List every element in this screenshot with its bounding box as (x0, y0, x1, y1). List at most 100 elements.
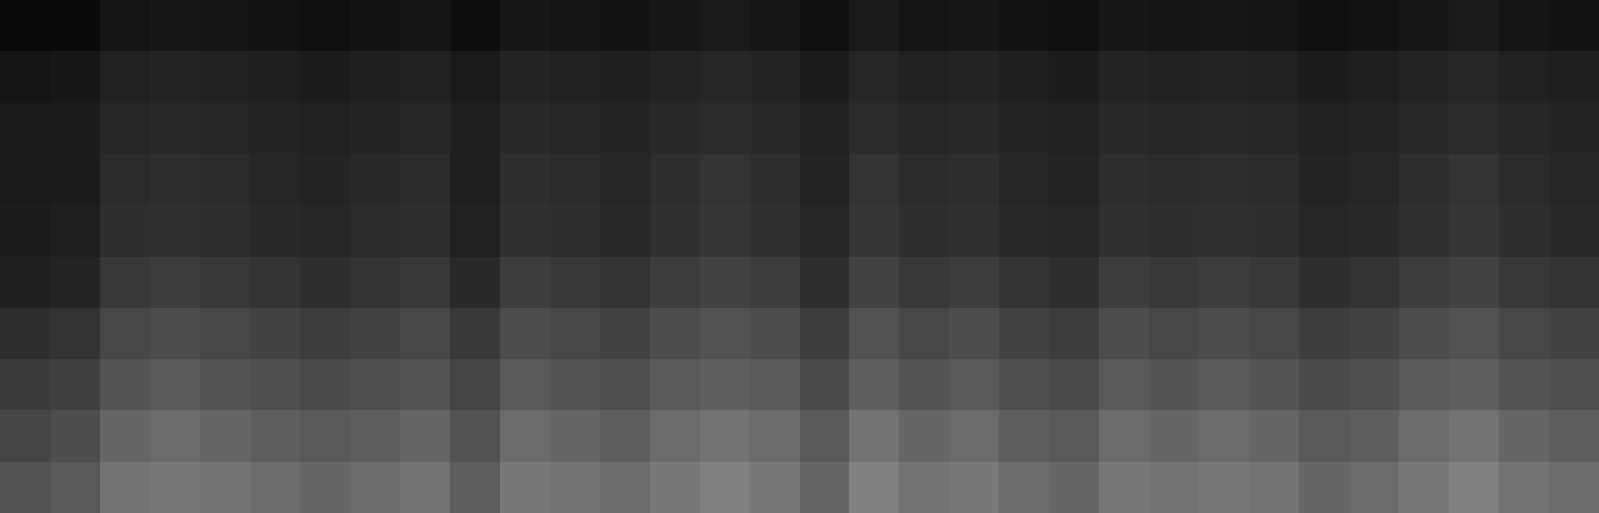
cell (200, 0, 250, 52)
cell (1249, 0, 1299, 52)
cell (400, 257, 450, 309)
cell (1199, 205, 1249, 257)
cell (50, 0, 100, 52)
cell (1349, 103, 1399, 155)
cell (50, 462, 100, 513)
cell (1549, 462, 1599, 513)
cell (1149, 154, 1199, 206)
cell (949, 205, 999, 257)
cell (1249, 257, 1299, 309)
cell (450, 154, 500, 206)
cell (0, 257, 50, 309)
cell (1099, 462, 1149, 513)
cell (1299, 462, 1349, 513)
cell (0, 410, 50, 462)
cell (350, 308, 400, 360)
cell (0, 205, 50, 257)
cell (750, 154, 800, 206)
cell (1449, 462, 1499, 513)
cell (1349, 205, 1399, 257)
cell (500, 410, 550, 462)
cell (250, 205, 300, 257)
cell (899, 51, 949, 103)
cell (1499, 410, 1549, 462)
cell (1449, 359, 1499, 411)
cell (250, 257, 300, 309)
cell (400, 103, 450, 155)
cell (1499, 205, 1549, 257)
cell (949, 0, 999, 52)
cell (650, 308, 700, 360)
cell (450, 308, 500, 360)
cell (250, 103, 300, 155)
cell (750, 257, 800, 309)
cell (100, 308, 150, 360)
cell (1149, 0, 1199, 52)
cell (1199, 410, 1249, 462)
cell (1449, 154, 1499, 206)
cell (999, 154, 1049, 206)
cell (150, 103, 200, 155)
cell (1249, 308, 1299, 360)
cell (1099, 51, 1149, 103)
cell (300, 257, 350, 309)
cell (1149, 359, 1199, 411)
cell (1549, 0, 1599, 52)
cell (700, 410, 750, 462)
cell (1499, 462, 1549, 513)
cell (700, 359, 750, 411)
cell (50, 359, 100, 411)
cell (1549, 154, 1599, 206)
cell (949, 51, 999, 103)
cell (1449, 51, 1499, 103)
cell (500, 462, 550, 513)
cell (1499, 103, 1549, 155)
cell (700, 103, 750, 155)
cell (1149, 462, 1199, 513)
cell (750, 359, 800, 411)
cell (899, 359, 949, 411)
cell (450, 0, 500, 52)
cell (1299, 51, 1349, 103)
cell (1449, 410, 1499, 462)
cell (800, 103, 850, 155)
cell (1199, 308, 1249, 360)
cell (200, 51, 250, 103)
cell (949, 257, 999, 309)
cell (1199, 51, 1249, 103)
cell (1349, 410, 1399, 462)
cell (1499, 0, 1549, 52)
cell (600, 359, 650, 411)
cell (50, 154, 100, 206)
cell (250, 51, 300, 103)
cell (1549, 103, 1599, 155)
cell (0, 51, 50, 103)
cell (750, 462, 800, 513)
cell (400, 462, 450, 513)
cell (100, 257, 150, 309)
cell (350, 0, 400, 52)
cell (400, 359, 450, 411)
cell (550, 359, 600, 411)
cell (1099, 103, 1149, 155)
cell (849, 308, 899, 360)
cell (750, 410, 800, 462)
cell (1349, 257, 1399, 309)
cell (50, 257, 100, 309)
cell (0, 462, 50, 513)
cell (1399, 308, 1449, 360)
cell (899, 0, 949, 52)
cell (1499, 154, 1549, 206)
cell (300, 205, 350, 257)
cell (1149, 308, 1199, 360)
cell (200, 205, 250, 257)
cell (550, 205, 600, 257)
cell (899, 257, 949, 309)
cell (949, 103, 999, 155)
cell (849, 359, 899, 411)
cell (1249, 462, 1299, 513)
cell (1399, 257, 1449, 309)
cell (750, 51, 800, 103)
cell (1099, 205, 1149, 257)
cell (600, 205, 650, 257)
